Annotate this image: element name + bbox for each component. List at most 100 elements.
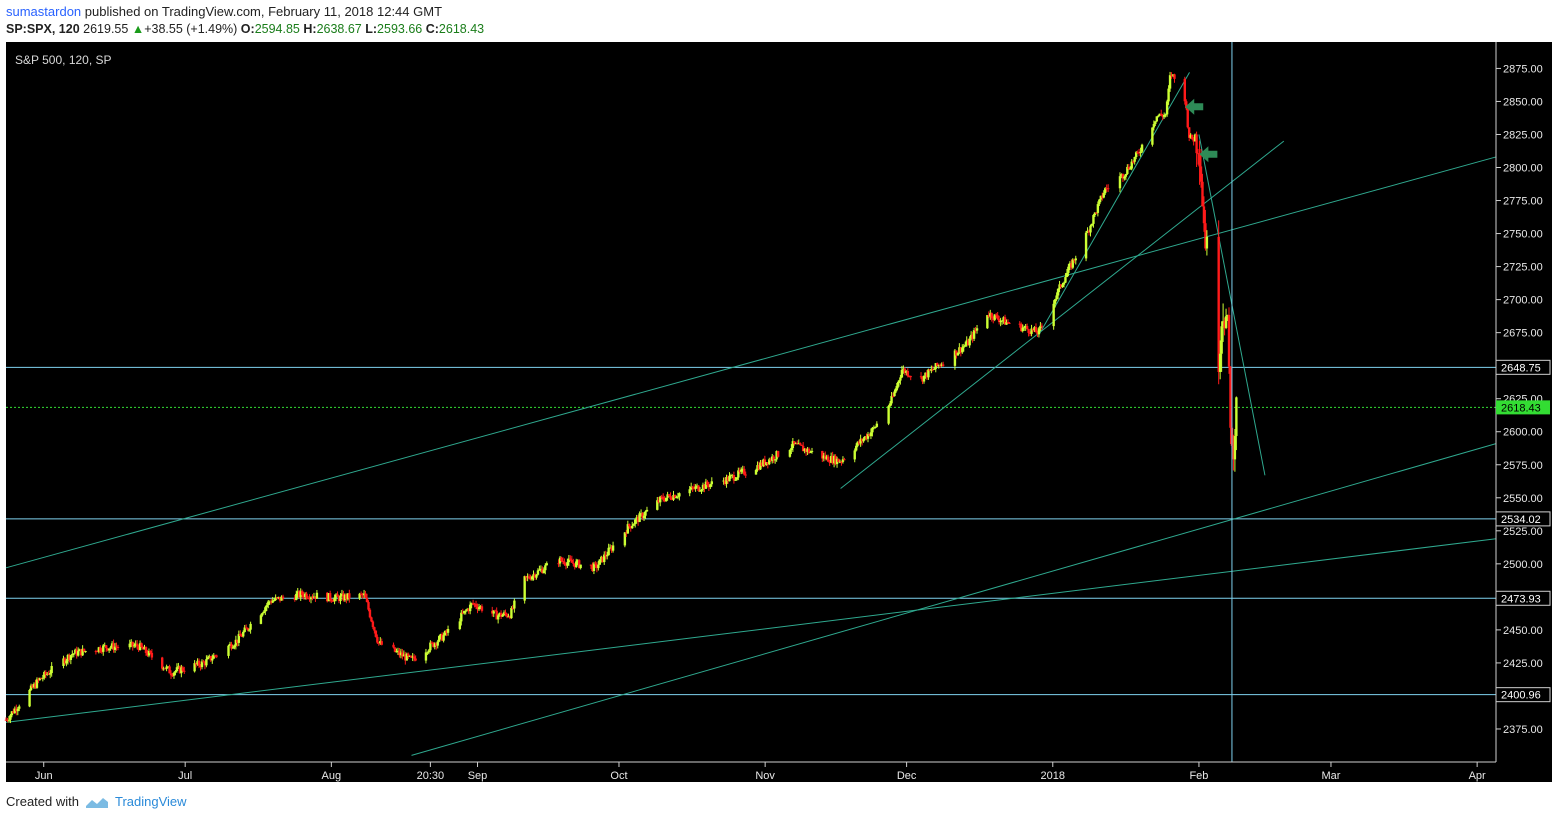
candle-body [862, 438, 865, 442]
candle-body [504, 612, 507, 615]
candle-body [994, 314, 998, 316]
candle-body [822, 455, 825, 459]
candle-body [1005, 322, 1008, 325]
candle-body [1199, 166, 1203, 182]
ohlc-line: SP:SPX, 120 2619.55 ▲+38.55 (+1.49%) O:2… [6, 22, 484, 36]
author-link[interactable]: sumastardon [6, 4, 82, 19]
publish-line: sumastardon published on TradingView.com… [6, 4, 442, 19]
candle-body [567, 558, 571, 563]
candle-body [264, 607, 267, 612]
candle-body [4, 719, 8, 721]
candle-body [872, 427, 876, 429]
candle-body [791, 441, 795, 449]
candle-body [799, 443, 802, 445]
candle-body [239, 634, 242, 636]
up-triangle-icon: ▲ [131, 22, 145, 36]
candle-body [168, 666, 171, 674]
candle-body [642, 515, 646, 518]
candle-body [1195, 134, 1198, 154]
candle-body [866, 434, 870, 439]
candle-body [754, 469, 758, 475]
candle-body [1003, 317, 1007, 325]
created-with-text: Created with [6, 794, 79, 809]
candle-body [763, 459, 767, 466]
candle-body [1022, 327, 1026, 329]
candle-body [607, 547, 610, 556]
candle-body [408, 655, 411, 657]
candle-body [1130, 161, 1133, 169]
candle-body [162, 668, 165, 670]
candle-body [395, 651, 398, 653]
candle-body [664, 497, 668, 502]
candle-body [871, 427, 874, 433]
candle-body [1186, 108, 1189, 128]
candle-body [667, 494, 671, 496]
candle-body [731, 475, 734, 477]
open-value: 2594.85 [254, 22, 300, 36]
candle-body [275, 597, 279, 599]
candle-body [1193, 134, 1197, 142]
candle-body [756, 465, 759, 470]
candle-body [491, 610, 494, 614]
candle-body [691, 486, 694, 488]
candle-body [695, 485, 699, 487]
candle-body [244, 627, 248, 629]
candle-body [888, 403, 892, 406]
candle-body [860, 438, 864, 442]
candle-body [343, 594, 347, 601]
candle-body [1161, 115, 1164, 117]
candle-body [205, 659, 208, 666]
candle-body [41, 677, 45, 679]
candle-body [240, 635, 243, 637]
candle-body [424, 652, 428, 661]
candle-body [796, 443, 799, 445]
candle-body [50, 665, 53, 674]
candle-body [1040, 325, 1044, 327]
price-level-label: 2534.02 [1501, 514, 1541, 526]
tradingview-link[interactable]: TradingView [114, 794, 187, 809]
candle-body [570, 559, 574, 563]
candle-body [339, 595, 342, 602]
candle-body [359, 593, 363, 595]
candle-body [1137, 152, 1141, 154]
candle-body [993, 314, 996, 320]
candle-body [893, 391, 896, 397]
candle-body [610, 547, 613, 551]
candle-body [961, 347, 964, 353]
candle-body [853, 450, 856, 460]
candle-body [1036, 332, 1039, 335]
candle-body [603, 554, 606, 563]
y-tick-label: 2725.00 [1503, 262, 1543, 274]
candle-body [765, 462, 768, 466]
candle-body [855, 445, 858, 451]
candle-body [1070, 263, 1073, 268]
candle-body [1105, 188, 1108, 190]
candle-body [295, 593, 298, 600]
candle-body [962, 346, 965, 348]
candle-body [1064, 277, 1067, 283]
candle-body [440, 634, 444, 641]
candle-body [633, 519, 637, 525]
candle-body [13, 708, 17, 714]
candle-body [710, 481, 714, 485]
candle-body [1155, 116, 1159, 122]
candle-body [908, 375, 911, 377]
candle-body [174, 670, 177, 673]
candle-body [788, 450, 792, 457]
candle-body [639, 513, 643, 515]
candle-body [1086, 230, 1089, 233]
candle-body [430, 642, 434, 644]
candle-body [744, 474, 747, 476]
candle-body [1233, 436, 1237, 460]
candle-body [838, 461, 842, 463]
candle-body [231, 647, 235, 649]
candle-body [927, 369, 930, 378]
candle-body [701, 484, 705, 490]
candle-body [989, 313, 992, 317]
candle-body [776, 451, 780, 457]
price-chart[interactable]: 2375.002400.002425.002450.002475.002500.… [0, 42, 1554, 784]
candle-body [358, 593, 361, 599]
candle-body [107, 648, 111, 651]
candle-body [429, 642, 432, 651]
chart-background [6, 42, 1496, 782]
